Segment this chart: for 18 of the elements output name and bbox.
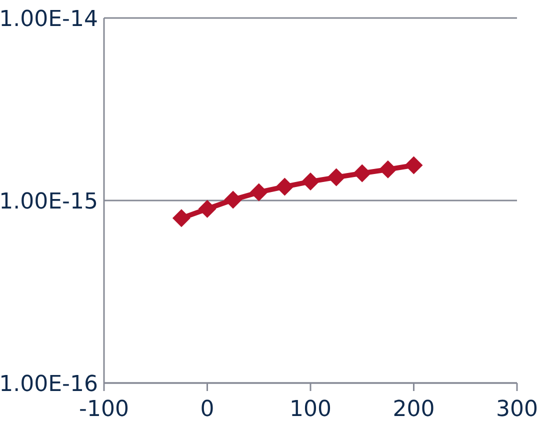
point [172, 209, 190, 228]
x-tick-label: 0 [200, 397, 214, 422]
point [250, 183, 268, 202]
point [276, 178, 294, 196]
point [198, 200, 216, 218]
y-tick-label: 1.00E-16 [0, 372, 98, 397]
point [353, 164, 372, 182]
y-tick-label: 1.00E-14 [0, 7, 98, 32]
x-tick-label: -100 [79, 397, 129, 422]
x-tick-label: 300 [496, 397, 538, 422]
x-tick-label: 100 [290, 397, 332, 422]
point [378, 160, 397, 178]
y-tick-label: 1.00E-15 [0, 190, 98, 214]
x-tick-label: 200 [392, 397, 435, 422]
point [327, 168, 346, 186]
point [302, 172, 320, 191]
point [224, 190, 242, 209]
point [404, 156, 423, 174]
